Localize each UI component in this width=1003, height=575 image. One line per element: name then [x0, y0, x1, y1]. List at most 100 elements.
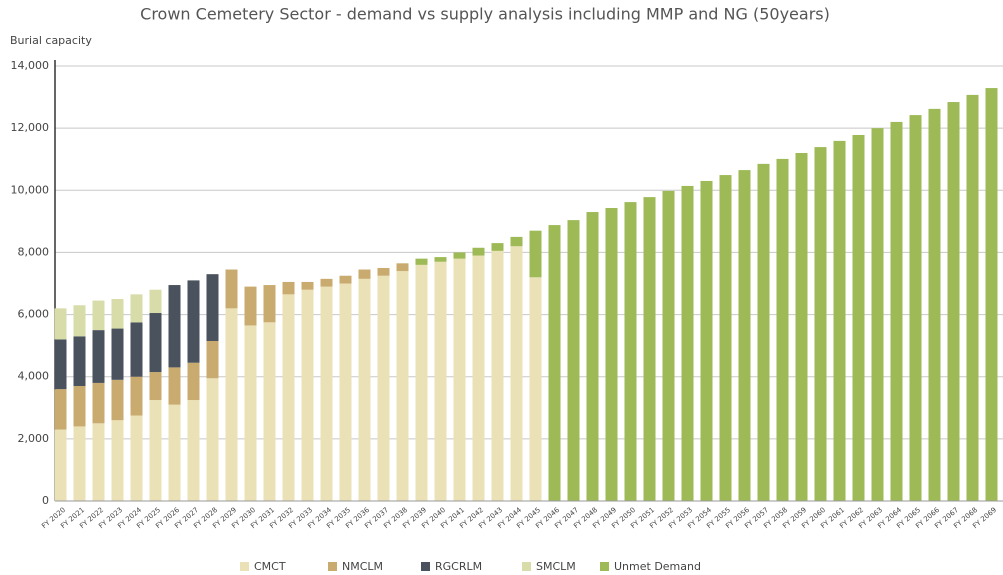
bar-segment: [187, 280, 200, 363]
bar-segment: [377, 275, 390, 501]
y-tick-label: 12,000: [11, 121, 50, 134]
bar-segment: [111, 328, 124, 380]
bar-segment: [529, 277, 542, 501]
bar-segment: [833, 140, 846, 501]
bar-segment: [187, 362, 200, 401]
bar-segment: [358, 269, 371, 279]
bar-segment: [54, 339, 67, 390]
bar-segment: [149, 289, 162, 314]
bar-segment: [434, 257, 447, 262]
bar-segment: [396, 271, 409, 501]
legend-swatch: [240, 562, 249, 571]
bar-segment: [130, 322, 143, 377]
bar-segment: [814, 147, 827, 501]
bar-segment: [149, 400, 162, 501]
bar-segment: [301, 289, 314, 501]
bar-segment: [966, 94, 979, 502]
y-tick-label: 2,000: [18, 432, 50, 445]
bar-segment: [947, 102, 960, 502]
bar-segment: [54, 389, 67, 430]
legend-label: RGCRLM: [435, 560, 482, 573]
chart-title: Crown Cemetery Sector - demand vs supply…: [140, 5, 830, 24]
y-tick-label: 6,000: [18, 308, 50, 321]
legend-label: Unmet Demand: [614, 560, 701, 573]
bar-segment: [244, 286, 257, 326]
bar-segment: [510, 236, 523, 247]
bar-segment: [263, 322, 276, 501]
y-axis-label: Burial capacity: [10, 34, 92, 47]
bar-segment: [624, 202, 637, 502]
bar-segment: [111, 379, 124, 421]
legend-swatch: [421, 562, 430, 571]
bar-segment: [909, 115, 922, 501]
bar-segment: [130, 415, 143, 501]
bar-segment: [282, 281, 295, 295]
bar-segment: [757, 163, 770, 501]
bar-segment: [168, 404, 181, 501]
bar-segment: [491, 243, 504, 251]
bar-segment: [339, 283, 352, 501]
y-tick-label: 14,000: [11, 59, 50, 72]
bar-segment: [928, 108, 941, 501]
bar-segment: [396, 263, 409, 272]
bar-segment: [510, 246, 523, 501]
legend-swatch: [328, 562, 337, 571]
bar-segment: [776, 158, 789, 501]
bar-segment: [130, 376, 143, 416]
bar-segment: [206, 340, 219, 379]
bar-segment: [605, 207, 618, 501]
bar-segment: [111, 420, 124, 501]
bar-segment: [339, 275, 352, 284]
legend-label: CMCT: [254, 560, 286, 573]
y-tick-label: 8,000: [18, 245, 50, 258]
bar-segment: [662, 190, 675, 501]
bar-segment: [244, 325, 257, 501]
legend-label: NMCLM: [342, 560, 383, 573]
legend-swatch: [600, 562, 609, 571]
bar-segment: [168, 367, 181, 405]
bar-segment: [453, 252, 466, 259]
legend-swatch: [522, 562, 531, 571]
bar-segment: [567, 220, 580, 501]
bar-segment: [738, 170, 751, 501]
bar-segment: [472, 247, 485, 256]
bar-segment: [263, 285, 276, 323]
bar-segment: [320, 278, 333, 287]
y-tick-label: 10,000: [11, 183, 50, 196]
bar-segment: [54, 429, 67, 501]
bar-segment: [73, 386, 86, 427]
legend-label: SMCLM: [536, 560, 576, 573]
bar-segment: [73, 336, 86, 387]
bar-segment: [320, 286, 333, 501]
bar-segment: [301, 281, 314, 290]
bar-segment: [187, 400, 200, 501]
y-tick-label: 4,000: [18, 370, 50, 383]
bar-segment: [719, 175, 732, 501]
bar-segment: [92, 382, 105, 424]
bar-segment: [168, 285, 181, 368]
bar-segment: [681, 185, 694, 501]
bar-segment: [491, 250, 504, 501]
bar-segment: [453, 258, 466, 501]
bar-segment: [358, 278, 371, 501]
bar-segment: [700, 180, 713, 501]
bar-segment: [795, 153, 808, 501]
bar-segment: [149, 313, 162, 373]
bar-segment: [377, 267, 390, 276]
bar-segment: [206, 378, 219, 501]
bar-segment: [529, 230, 542, 278]
bar-segment: [73, 426, 86, 501]
bar-segment: [54, 308, 67, 340]
bar-segment: [92, 330, 105, 383]
bar-segment: [434, 261, 447, 501]
bar-segment: [415, 264, 428, 501]
bar-segment: [225, 308, 238, 501]
bar-segment: [852, 134, 865, 501]
bar-segment: [225, 269, 238, 309]
bar-segment: [111, 299, 124, 329]
bar-segment: [472, 255, 485, 501]
bar-segment: [548, 225, 561, 502]
bar-segment: [643, 197, 656, 501]
bar-segment: [73, 305, 86, 337]
